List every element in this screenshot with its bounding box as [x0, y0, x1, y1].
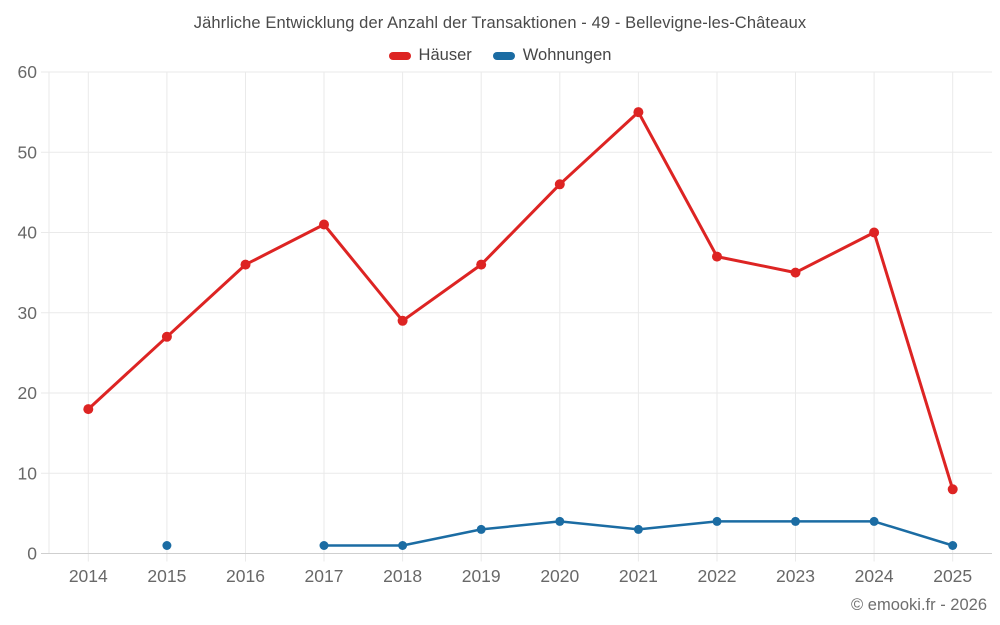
legend-label-wohnungen: Wohnungen: [522, 46, 612, 64]
chart-title: Jährliche Entwicklung der Anzahl der Tra…: [193, 14, 807, 32]
legend-item-wohnungen[interactable]: Wohnungen: [492, 46, 612, 65]
legend-swatch-haeuser: [388, 51, 411, 60]
svg-text:2023: 2023: [776, 566, 815, 586]
legend-swatch-wohnungen: [492, 51, 515, 60]
svg-text:0: 0: [27, 544, 37, 564]
svg-text:2014: 2014: [69, 566, 108, 586]
svg-text:10: 10: [18, 463, 38, 483]
svg-text:2018: 2018: [383, 566, 422, 586]
svg-text:2016: 2016: [226, 566, 265, 586]
svg-text:30: 30: [18, 303, 38, 323]
svg-text:20: 20: [18, 383, 38, 403]
svg-text:50: 50: [18, 142, 38, 162]
svg-text:2015: 2015: [147, 566, 186, 586]
svg-text:2020: 2020: [540, 566, 579, 586]
legend-item-haeuser[interactable]: Häuser: [388, 46, 472, 65]
svg-text:2017: 2017: [305, 566, 344, 586]
legend-label-haeuser: Häuser: [418, 46, 472, 64]
chart-legend: Häuser Wohnungen: [0, 46, 1000, 65]
svg-text:60: 60: [18, 62, 38, 82]
svg-text:2021: 2021: [619, 566, 658, 586]
svg-text:2022: 2022: [698, 566, 737, 586]
svg-text:2024: 2024: [855, 566, 894, 586]
svg-text:40: 40: [18, 223, 38, 243]
copyright-text: © emooki.fr - 2026: [851, 596, 987, 614]
svg-text:2025: 2025: [933, 566, 972, 586]
svg-text:2019: 2019: [462, 566, 501, 586]
